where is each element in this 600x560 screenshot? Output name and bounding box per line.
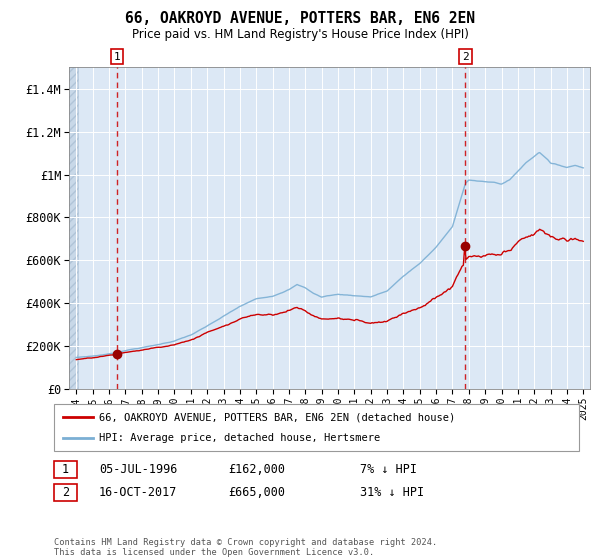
Text: Price paid vs. HM Land Registry's House Price Index (HPI): Price paid vs. HM Land Registry's House …	[131, 28, 469, 41]
Text: 2: 2	[62, 486, 69, 499]
Text: 1: 1	[114, 52, 121, 62]
Text: 7% ↓ HPI: 7% ↓ HPI	[360, 463, 417, 477]
Text: 66, OAKROYD AVENUE, POTTERS BAR, EN6 2EN: 66, OAKROYD AVENUE, POTTERS BAR, EN6 2EN	[125, 11, 475, 26]
Text: 05-JUL-1996: 05-JUL-1996	[99, 463, 178, 477]
Bar	[68, 67, 77, 389]
Bar	[68, 67, 77, 389]
Text: 2: 2	[462, 52, 469, 62]
Text: 31% ↓ HPI: 31% ↓ HPI	[360, 486, 424, 499]
Text: Contains HM Land Registry data © Crown copyright and database right 2024.
This d: Contains HM Land Registry data © Crown c…	[54, 538, 437, 557]
Text: £665,000: £665,000	[228, 486, 285, 499]
Text: 1: 1	[62, 463, 69, 477]
Text: 66, OAKROYD AVENUE, POTTERS BAR, EN6 2EN (detached house): 66, OAKROYD AVENUE, POTTERS BAR, EN6 2EN…	[99, 412, 455, 422]
Text: £162,000: £162,000	[228, 463, 285, 477]
Text: HPI: Average price, detached house, Hertsmere: HPI: Average price, detached house, Hert…	[99, 433, 380, 443]
Text: 16-OCT-2017: 16-OCT-2017	[99, 486, 178, 499]
